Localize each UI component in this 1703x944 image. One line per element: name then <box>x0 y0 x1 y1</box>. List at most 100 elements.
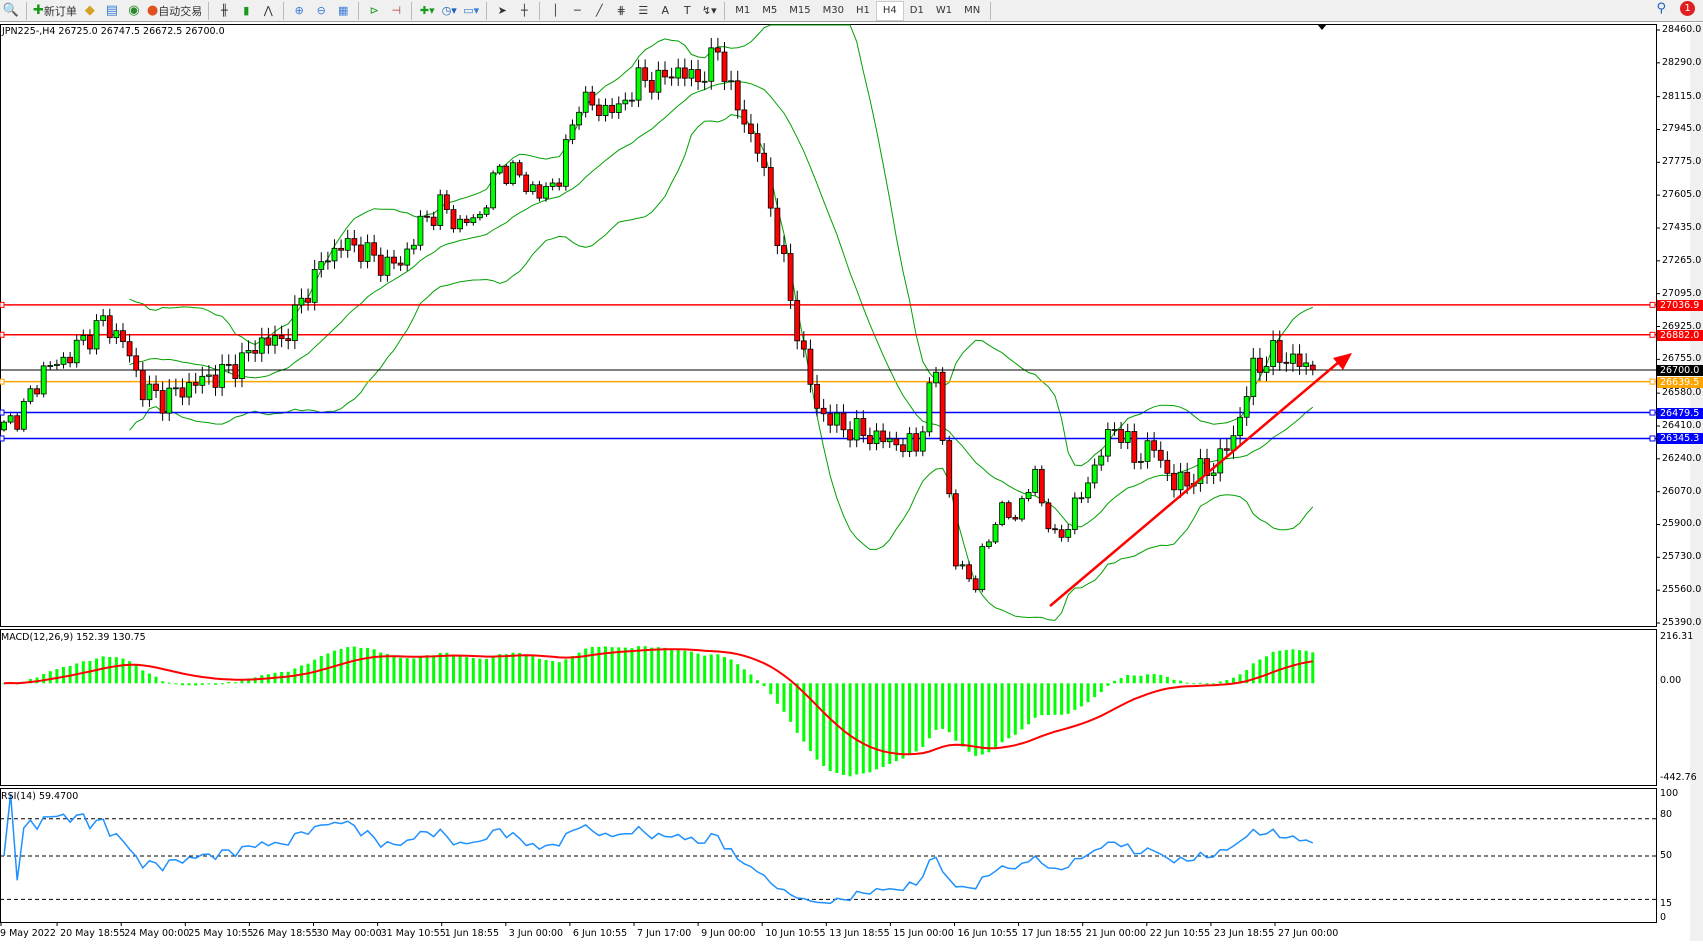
notification-badge[interactable]: 1 <box>1680 1 1695 16</box>
price-tick-label: 26240.0 <box>1662 452 1702 464</box>
candle-bear <box>1012 517 1019 520</box>
templates-icon[interactable]: ▭▾ <box>463 4 480 17</box>
time-tick-label: 30 May 00:00 <box>316 928 382 939</box>
bollinger-upper <box>129 24 1313 467</box>
candle-bull <box>1290 353 1296 364</box>
candlestick-icon[interactable]: ▮ <box>243 4 250 17</box>
macd-histogram-bar <box>1073 683 1077 710</box>
bar-chart-icon[interactable]: ╫ <box>220 4 228 17</box>
search-icon[interactable]: ⚲ <box>1656 1 1666 16</box>
candle-bear <box>523 174 530 192</box>
candle-bull <box>1025 491 1032 500</box>
macd-histogram-bar <box>1238 674 1242 684</box>
cursor-icon[interactable]: ➤ <box>497 4 507 17</box>
time-tick-label: 16 Jun 10:55 <box>957 928 1018 939</box>
chart-shift-icon[interactable]: ⊣ <box>391 4 402 17</box>
time-tick-label: 21 Jun 00:00 <box>1085 928 1147 939</box>
candle-bear <box>265 337 272 346</box>
candle-bear <box>596 104 602 116</box>
timeframe-m1[interactable]: M1 <box>735 5 751 16</box>
candle-bear <box>1131 431 1138 463</box>
candle-bull <box>926 382 933 433</box>
candle-bear <box>767 167 774 209</box>
timeframe-h4[interactable]: H4 <box>875 0 904 21</box>
macd-histogram-bar <box>128 661 132 684</box>
timeframe-d1[interactable]: D1 <box>909 5 924 16</box>
chart-window[interactable] <box>0 23 1703 941</box>
new-order-button[interactable]: ✚ 新订单 <box>31 1 79 21</box>
auto-trading-button[interactable]: ● 自动交易 <box>145 1 204 21</box>
macd-histogram-bar <box>670 648 674 684</box>
candle-bull <box>629 99 635 102</box>
candle-bear <box>516 162 523 176</box>
candle-bull <box>166 387 173 414</box>
horizontal-line-icon[interactable]: ─ <box>573 4 581 17</box>
macd-histogram-bar <box>339 649 343 684</box>
zoom-out-icon[interactable]: ⊖ <box>316 4 326 17</box>
macd-histogram-bar <box>881 683 885 767</box>
candle-bear <box>1309 364 1316 371</box>
candle-bull <box>364 242 371 262</box>
macd-histogram-bar <box>861 683 865 774</box>
macd-histogram-bar <box>749 674 753 684</box>
period-icon[interactable]: ◷▾ <box>441 4 457 17</box>
gold-icon[interactable]: ◆ <box>84 3 95 18</box>
macd-histogram-bar <box>769 683 773 695</box>
autoscroll-icon[interactable]: ⊳ <box>369 4 379 17</box>
vertical-line-icon[interactable]: │ <box>551 4 559 17</box>
fibo-lines-icon[interactable]: ☰ <box>638 4 649 17</box>
macd-histogram-bar <box>888 683 892 764</box>
timeframe-m30[interactable]: M30 <box>822 5 844 16</box>
macd-axis-label: -442.76 <box>1660 772 1697 783</box>
macd-histogram-bar <box>1251 663 1255 684</box>
crosshair-icon[interactable]: ┼ <box>520 4 528 17</box>
candle-bear <box>463 218 470 223</box>
timeframe-w1[interactable]: W1 <box>935 5 953 16</box>
macd-histogram-bar <box>927 683 931 739</box>
candle-bull <box>113 330 120 339</box>
chart-canvas[interactable] <box>0 23 1703 941</box>
macd-histogram-bar <box>604 646 608 684</box>
label-icon[interactable]: T <box>683 4 691 17</box>
zoom-in-icon[interactable]: ⊕ <box>294 4 304 17</box>
candle-bull <box>470 217 477 223</box>
candle-bear <box>939 371 946 441</box>
macd-histogram-bar <box>795 683 799 733</box>
candle-bear <box>1257 357 1263 373</box>
signal-icon[interactable]: ◉ <box>128 3 140 18</box>
line-chart-icon[interactable]: ⋀ <box>263 4 273 17</box>
macd-histogram-bar <box>637 646 641 684</box>
candle-bear <box>87 335 93 350</box>
trend-arrow-head <box>1333 353 1352 370</box>
rsi-axis-label: 50 <box>1660 850 1673 861</box>
zoom-icon[interactable]: 🔍 <box>2 3 20 18</box>
timeframe-mn[interactable]: MN <box>964 5 981 16</box>
macd-histogram-bar <box>372 649 376 684</box>
tile-icon[interactable]: ▦ <box>338 4 349 17</box>
trendline-icon[interactable]: ╱ <box>595 4 603 17</box>
time-tick-label: 9 May 2022 <box>0 928 56 939</box>
candle-bear <box>424 215 430 218</box>
level-handle <box>1649 409 1656 416</box>
timeframe-h1[interactable]: H1 <box>855 5 870 16</box>
indicators-icon[interactable]: ✚▾ <box>419 4 435 17</box>
macd-signal-line <box>3 648 1313 756</box>
timeframe-m5[interactable]: M5 <box>762 5 778 16</box>
candle-bull <box>146 383 153 401</box>
candle-bear <box>503 165 510 184</box>
candle-bull <box>258 337 265 354</box>
fibonacci-icon[interactable]: ⋕ <box>616 4 626 17</box>
macd-histogram-bar <box>1000 683 1004 743</box>
arrows-icon[interactable]: ↯▾ <box>701 4 717 17</box>
timeframe-m15[interactable]: M15 <box>789 5 811 16</box>
candle-bull <box>291 304 298 342</box>
text-icon[interactable]: A <box>661 4 670 17</box>
macd-histogram-bar <box>551 660 555 684</box>
macd-axis-label: 0.00 <box>1660 675 1682 686</box>
time-tick-label: 23 Jun 18:55 <box>1213 928 1275 939</box>
macd-histogram-bar <box>1278 650 1282 684</box>
macd-histogram-bar <box>200 683 204 685</box>
macd-histogram-bar <box>1132 675 1136 684</box>
price-tag: 26700.0 <box>1657 364 1703 376</box>
market-watch-icon[interactable]: ▤ <box>105 3 119 18</box>
